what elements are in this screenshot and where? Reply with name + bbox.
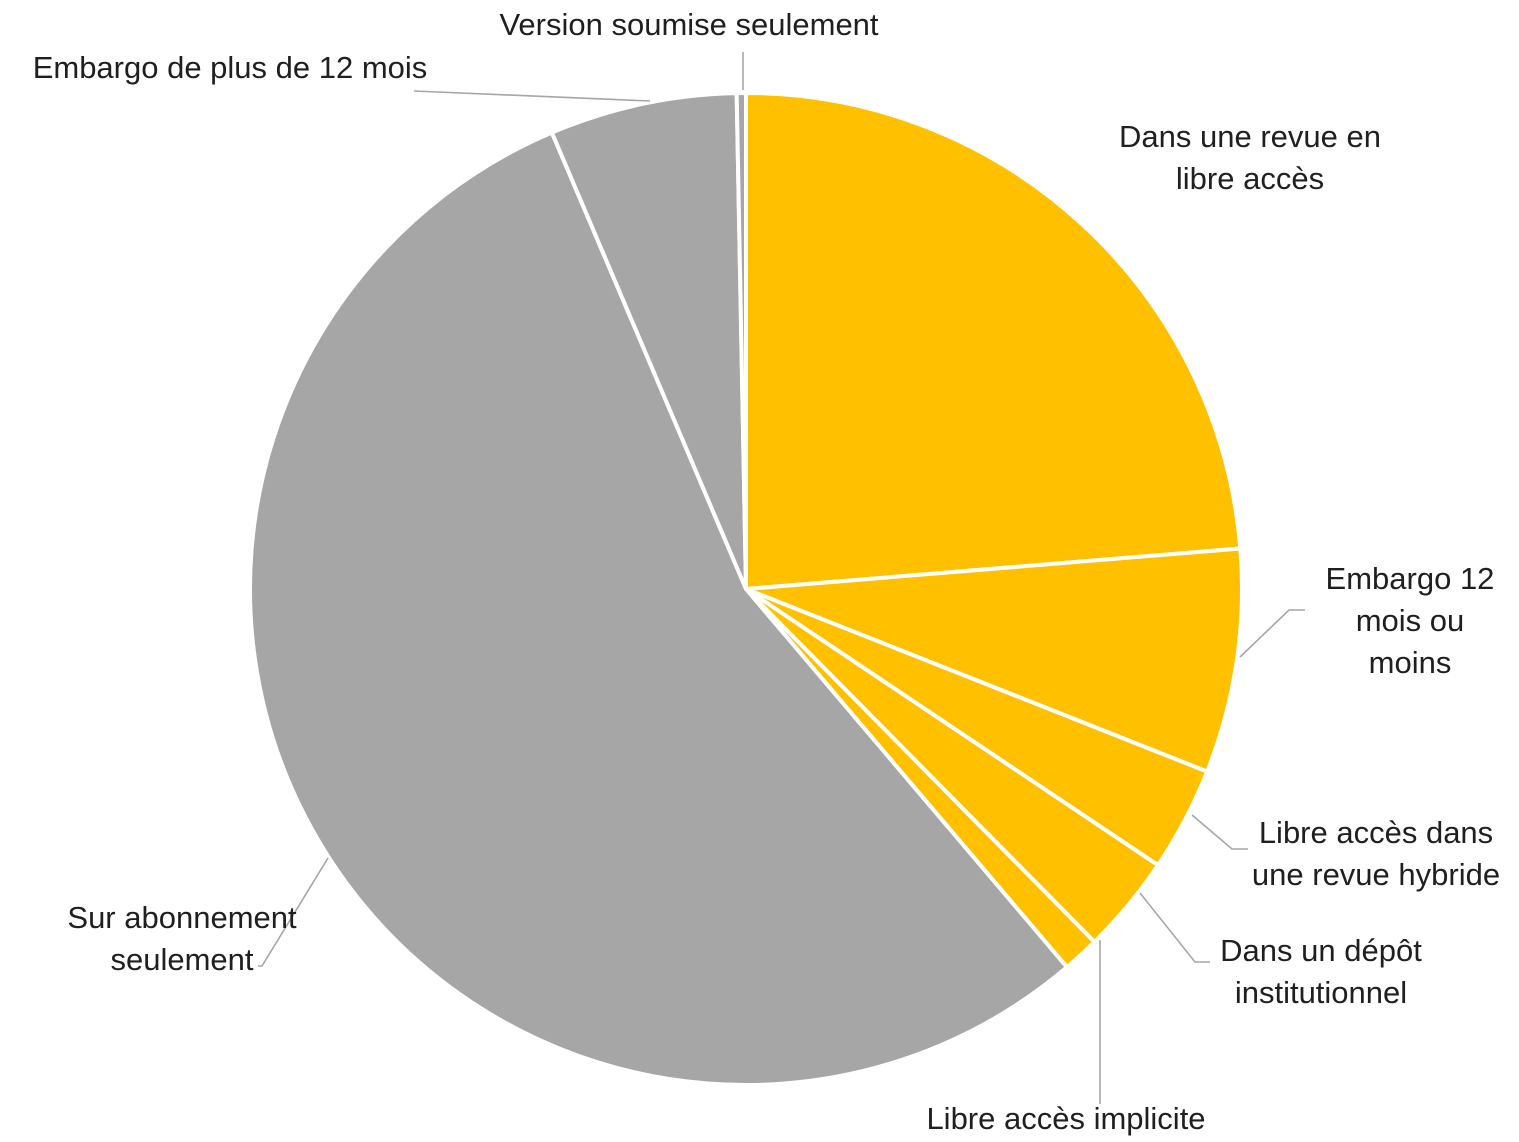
- leader-line-4: [1139, 892, 1210, 963]
- slice-label-8: Version soumise seulement: [499, 7, 878, 42]
- slice-label-3: Libre accès dans une revue hybride: [1252, 815, 1500, 892]
- slice-label-6: Sur abonnement seulement: [67, 900, 297, 977]
- leader-line-7: [413, 90, 651, 102]
- slice-label-line: Embargo de plus de 12 mois: [33, 50, 428, 85]
- slice-label-line: seulement: [110, 942, 253, 977]
- pie-slice-7: [549, 91, 748, 591]
- slice-labels: Dans une revue en libre accès Embargo 12 mo…: [33, 7, 1500, 1136]
- slice-label-line: mois ou: [1356, 603, 1465, 638]
- pie-slices: [248, 91, 1244, 1088]
- leader-lines: [258, 52, 1305, 1104]
- slice-label-line: Libre accès dans: [1259, 815, 1493, 850]
- slice-label-line: une revue hybride: [1252, 857, 1500, 892]
- leader-line-6: [258, 857, 329, 967]
- slice-label-line: Dans un dépôt: [1220, 933, 1422, 968]
- slice-label-line: Sur abonnement: [67, 900, 297, 935]
- slice-label-line: institutionnel: [1235, 975, 1407, 1010]
- pie-slice-8: [734, 91, 748, 591]
- leader-line-2: [1239, 609, 1305, 658]
- slice-label-4: Dans un dépôt institutionnel: [1220, 933, 1422, 1010]
- slice-label-line: Embargo 12: [1326, 561, 1495, 596]
- pie-slice-1: [744, 91, 1243, 591]
- slice-label-line: Libre accès implicite: [926, 1101, 1205, 1136]
- slice-label-line: libre accès: [1176, 161, 1324, 196]
- slice-label-line: Dans une revue en: [1119, 119, 1381, 154]
- slice-label-1: Dans une revue en libre accès: [1119, 119, 1381, 196]
- slice-label-2: Embargo 12 mois ou moins: [1326, 561, 1495, 680]
- slice-label-line: moins: [1369, 645, 1452, 680]
- leader-line-3: [1191, 814, 1248, 850]
- pie-slice-2: [744, 546, 1244, 774]
- slice-label-line: Version soumise seulement: [499, 7, 878, 42]
- slice-label-7: Embargo de plus de 12 mois: [33, 50, 428, 85]
- pie-slice-6: [248, 130, 1069, 1088]
- slice-label-5: Libre accès implicite: [926, 1101, 1205, 1136]
